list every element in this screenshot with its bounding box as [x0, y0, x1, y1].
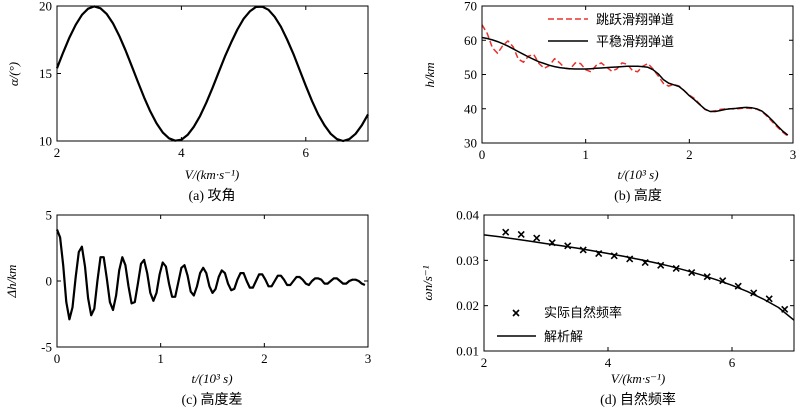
- plot-d-marks: [483, 228, 795, 321]
- y-tick-label-c-2: 5: [46, 208, 53, 223]
- legend-x-marker: [512, 309, 520, 317]
- x-tick-label-d-0: 2: [481, 355, 488, 370]
- panel-b-caption: (b) 高度: [614, 187, 662, 204]
- x-tick-label-b-1: 1: [582, 147, 589, 162]
- panel-d-ylabel: ωn/s⁻¹: [420, 265, 435, 300]
- y-tick-label-b-3: 60: [464, 33, 477, 48]
- legend-label-steady-glide: 平稳滑翔弹道: [596, 34, 674, 49]
- data-point-d-0: [502, 228, 510, 236]
- legend-label-analytic-solution: 解析解: [544, 329, 583, 344]
- x-tick-label-c-2: 2: [261, 351, 268, 366]
- legend-swatch-actual-frequency: [512, 309, 520, 317]
- x-tick-label-b-2: 2: [686, 147, 693, 162]
- panel-a-angle-of-attack: 2 4 6 10 15 20 α/(°) V/(km·s⁻¹) (a) 攻角: [6, 0, 369, 204]
- y-tick-label-a-0: 10: [39, 134, 52, 149]
- x-tick-label-a-1: 4: [178, 145, 185, 160]
- panel-c-ticks: 0 1 2 3-505: [41, 208, 371, 367]
- y-tick-label-d-3: 0.04: [456, 208, 479, 223]
- panel-d-legend: 实际自然频率 解析解: [497, 305, 622, 344]
- y-tick-label-b-0: 30: [464, 136, 477, 151]
- x-tick-label-d-2: 6: [729, 355, 736, 370]
- panel-b-ticks: 0 1 2 3 30 40 50 60 70: [464, 0, 796, 162]
- x-tick-label-a-0: 2: [54, 145, 61, 160]
- x-tick-label-a-2: 6: [303, 145, 310, 160]
- x-tick-label-c-0: 0: [54, 351, 61, 366]
- data-point-d-2: [533, 234, 541, 242]
- x-tick-label-c-1: 1: [157, 351, 164, 366]
- panel-b-xlabel: t/(10³ s): [617, 167, 658, 182]
- y-tick-label-b-1: 40: [464, 101, 477, 116]
- panel-a-ticks: 2 4 6 10 15 20: [39, 0, 368, 160]
- y-tick-label-c-1: 0: [46, 274, 53, 289]
- data-point-d-4: [564, 242, 572, 250]
- panel-d-xlabel: V/(km·s⁻¹): [611, 371, 665, 386]
- series-line-a-0: [55, 5, 369, 143]
- y-tick-label-b-2: 50: [464, 67, 477, 82]
- y-tick-label-d-2: 0.03: [456, 253, 479, 268]
- series-line-b-1: [481, 36, 789, 136]
- legend-label-actual-frequency: 实际自然频率: [544, 305, 622, 320]
- x-tick-label-b-0: 0: [479, 147, 486, 162]
- x-tick-label-b-3: 3: [790, 147, 797, 162]
- panel-c-caption: (c) 高度差: [181, 391, 242, 408]
- panel-c-altitude-difference: 0 1 2 3-505 Δh/km t/(10³ s) (c) 高度差: [4, 208, 371, 409]
- panel-b-legend: 跳跃滑翔弹道 平稳滑翔弹道: [548, 12, 674, 49]
- x-tick-label-d-1: 4: [605, 355, 612, 370]
- panel-b-altitude: 0 1 2 3 30 40 50 60 70 h/km t/(10³ s) (b) 高度 跳跃滑…: [422, 0, 796, 204]
- panel-d-frame: [483, 214, 795, 352]
- plot-b-lines: [481, 24, 789, 137]
- y-tick-label-c-0: -5: [41, 340, 52, 355]
- panel-a-caption: (a) 攻角: [188, 188, 235, 204]
- y-tick-label-a-1: 15: [39, 66, 52, 81]
- panel-c-ylabel: Δh/km: [4, 265, 19, 299]
- y-tick-label-b-4: 70: [464, 0, 477, 14]
- series-line-d-1: [483, 234, 795, 321]
- plot-a-lines: [55, 5, 369, 143]
- y-tick-label-a-2: 20: [39, 0, 52, 14]
- panel-d-ticks: 2 4 6 0.01 0.02 0.03 0.04: [456, 208, 794, 370]
- panel-d-natural-frequency: 2 4 6 0.01 0.02 0.03 0.04 ωn/s⁻¹ V/(km·s⁻¹) (d…: [420, 208, 795, 408]
- panel-a-ylabel: α/(°): [6, 62, 21, 86]
- panel-b-ylabel: h/km: [422, 62, 437, 87]
- x-tick-label-c-3: 3: [365, 351, 372, 366]
- panel-d-caption: (d) 自然频率: [600, 391, 676, 408]
- data-point-d-1: [517, 230, 525, 239]
- series-line-c-0: [55, 229, 366, 321]
- panel-a-xlabel: V/(km·s⁻¹): [185, 167, 239, 182]
- y-tick-label-d-0: 0.01: [456, 344, 479, 359]
- legend-label-jump-glide: 跳跃滑翔弹道: [596, 12, 674, 27]
- plot-c-lines: [55, 229, 366, 321]
- panel-c-xlabel: t/(10³ s): [191, 371, 232, 386]
- y-tick-label-d-1: 0.02: [456, 298, 479, 313]
